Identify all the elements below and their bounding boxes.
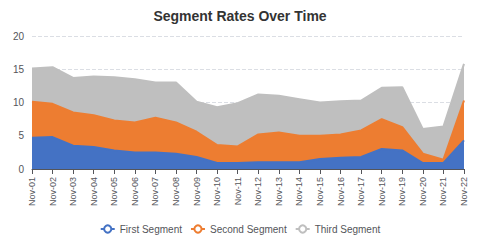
svg-text:Nov-17: Nov-17 <box>356 177 366 206</box>
svg-text:Nov-19: Nov-19 <box>397 177 407 206</box>
svg-text:Nov-05: Nov-05 <box>109 177 119 206</box>
svg-text:Nov-22: Nov-22 <box>459 177 469 206</box>
svg-text:Nov-02: Nov-02 <box>48 177 58 206</box>
svg-text:Nov-04: Nov-04 <box>89 177 99 206</box>
svg-text:Nov-08: Nov-08 <box>171 177 181 206</box>
svg-text:Nov-21: Nov-21 <box>438 177 448 206</box>
svg-text:Nov-03: Nov-03 <box>68 177 78 206</box>
svg-text:Nov-06: Nov-06 <box>130 177 140 206</box>
svg-text:Nov-13: Nov-13 <box>274 177 284 206</box>
svg-text:Second Segment: Second Segment <box>210 224 287 235</box>
svg-text:20: 20 <box>13 31 25 42</box>
svg-text:Nov-09: Nov-09 <box>192 177 202 206</box>
svg-text:15: 15 <box>13 64 25 75</box>
svg-text:Nov-11: Nov-11 <box>233 177 243 205</box>
svg-text:First Segment: First Segment <box>120 224 182 235</box>
svg-text:Nov-15: Nov-15 <box>315 177 325 206</box>
svg-text:Nov-12: Nov-12 <box>253 177 263 206</box>
svg-text:Nov-10: Nov-10 <box>212 177 222 206</box>
svg-text:Nov-18: Nov-18 <box>377 177 387 206</box>
svg-text:10: 10 <box>13 97 25 108</box>
svg-text:Nov-20: Nov-20 <box>418 177 428 206</box>
svg-text:0: 0 <box>18 164 24 175</box>
svg-text:Third Segment: Third Segment <box>315 224 381 235</box>
svg-text:Nov-01: Nov-01 <box>27 177 37 206</box>
svg-text:Nov-07: Nov-07 <box>150 177 160 206</box>
svg-text:Segment Rates Over Time: Segment Rates Over Time <box>153 8 326 24</box>
svg-text:Nov-16: Nov-16 <box>336 177 346 206</box>
svg-text:Nov-14: Nov-14 <box>294 177 304 206</box>
svg-text:5: 5 <box>18 130 24 141</box>
